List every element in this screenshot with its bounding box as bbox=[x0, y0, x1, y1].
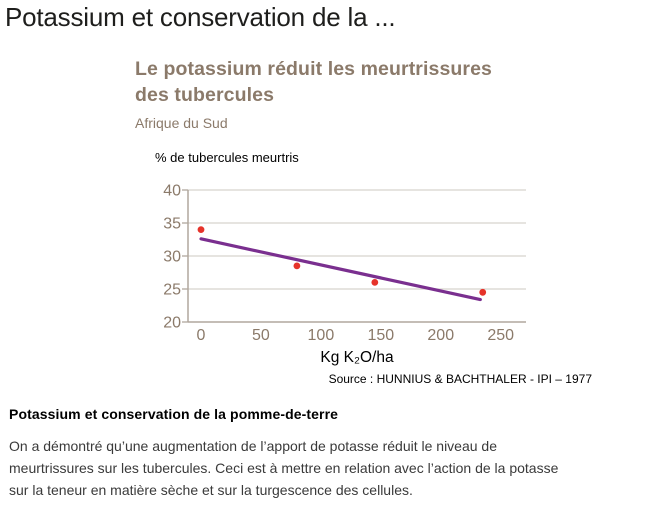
y-axis-title: % de tubercules meurtris bbox=[155, 150, 299, 165]
scatter-chart: % de tubercules meurtris 20 25 30 35 40 0 50 10… bbox=[155, 150, 593, 386]
y-tick-label: 40 bbox=[163, 183, 181, 200]
y-tick-label: 35 bbox=[163, 216, 181, 233]
data-point bbox=[293, 262, 301, 270]
data-point bbox=[371, 279, 379, 286]
x-axis-title: Kg K₂O/ha bbox=[320, 349, 394, 366]
caption-body-line-1: On a démontré qu’une augmentation de l’a… bbox=[9, 438, 498, 454]
caption-body-line-2: meurtrissures sur les tubercules. Ceci e… bbox=[9, 460, 559, 476]
y-tick-label: 25 bbox=[163, 282, 181, 299]
x-tick-label: 50 bbox=[252, 327, 270, 344]
figure-subtitle: Afrique du Sud bbox=[135, 115, 228, 131]
data-point bbox=[479, 288, 487, 296]
y-tick-label: 20 bbox=[163, 315, 181, 332]
figure-title-line-1: Le potassium réduit les meurtrissures bbox=[135, 58, 492, 80]
chart-gridlines bbox=[188, 189, 526, 290]
x-tick-label: 250 bbox=[487, 327, 514, 344]
caption-block: Potassium et conservation de la pomme-de… bbox=[9, 406, 659, 501]
chart-series bbox=[197, 226, 487, 302]
chart-tick-labels: 20 25 30 35 40 0 50 100 150 200 250 bbox=[163, 183, 514, 345]
x-tick-label: 0 bbox=[197, 327, 206, 344]
x-tick-label: 200 bbox=[427, 327, 454, 344]
caption-body: On a démontré qu’une augmentation de l’a… bbox=[9, 435, 659, 501]
x-tick-label: 150 bbox=[367, 327, 394, 344]
figure-title: Le potassium réduit les meurtrissures de… bbox=[135, 56, 615, 108]
figure-title-line-2: des tubercules bbox=[135, 84, 275, 106]
figure-header: Le potassium réduit les meurtrissures de… bbox=[135, 56, 615, 131]
page-title: Potassium et conservation de la ... bbox=[5, 2, 396, 32]
chart-axes bbox=[182, 189, 526, 323]
y-tick-label: 30 bbox=[163, 249, 181, 266]
caption-heading: Potassium et conservation de la pomme-de… bbox=[9, 406, 339, 422]
caption-body-line-3: sur la teneur en matière sèche et sur la… bbox=[9, 482, 413, 498]
data-point bbox=[197, 226, 205, 233]
chart-source: Source : HUNNIUS & BACHTHALER - IPI – 19… bbox=[329, 372, 593, 386]
trend-line bbox=[199, 237, 482, 302]
x-tick-label: 100 bbox=[308, 327, 335, 344]
